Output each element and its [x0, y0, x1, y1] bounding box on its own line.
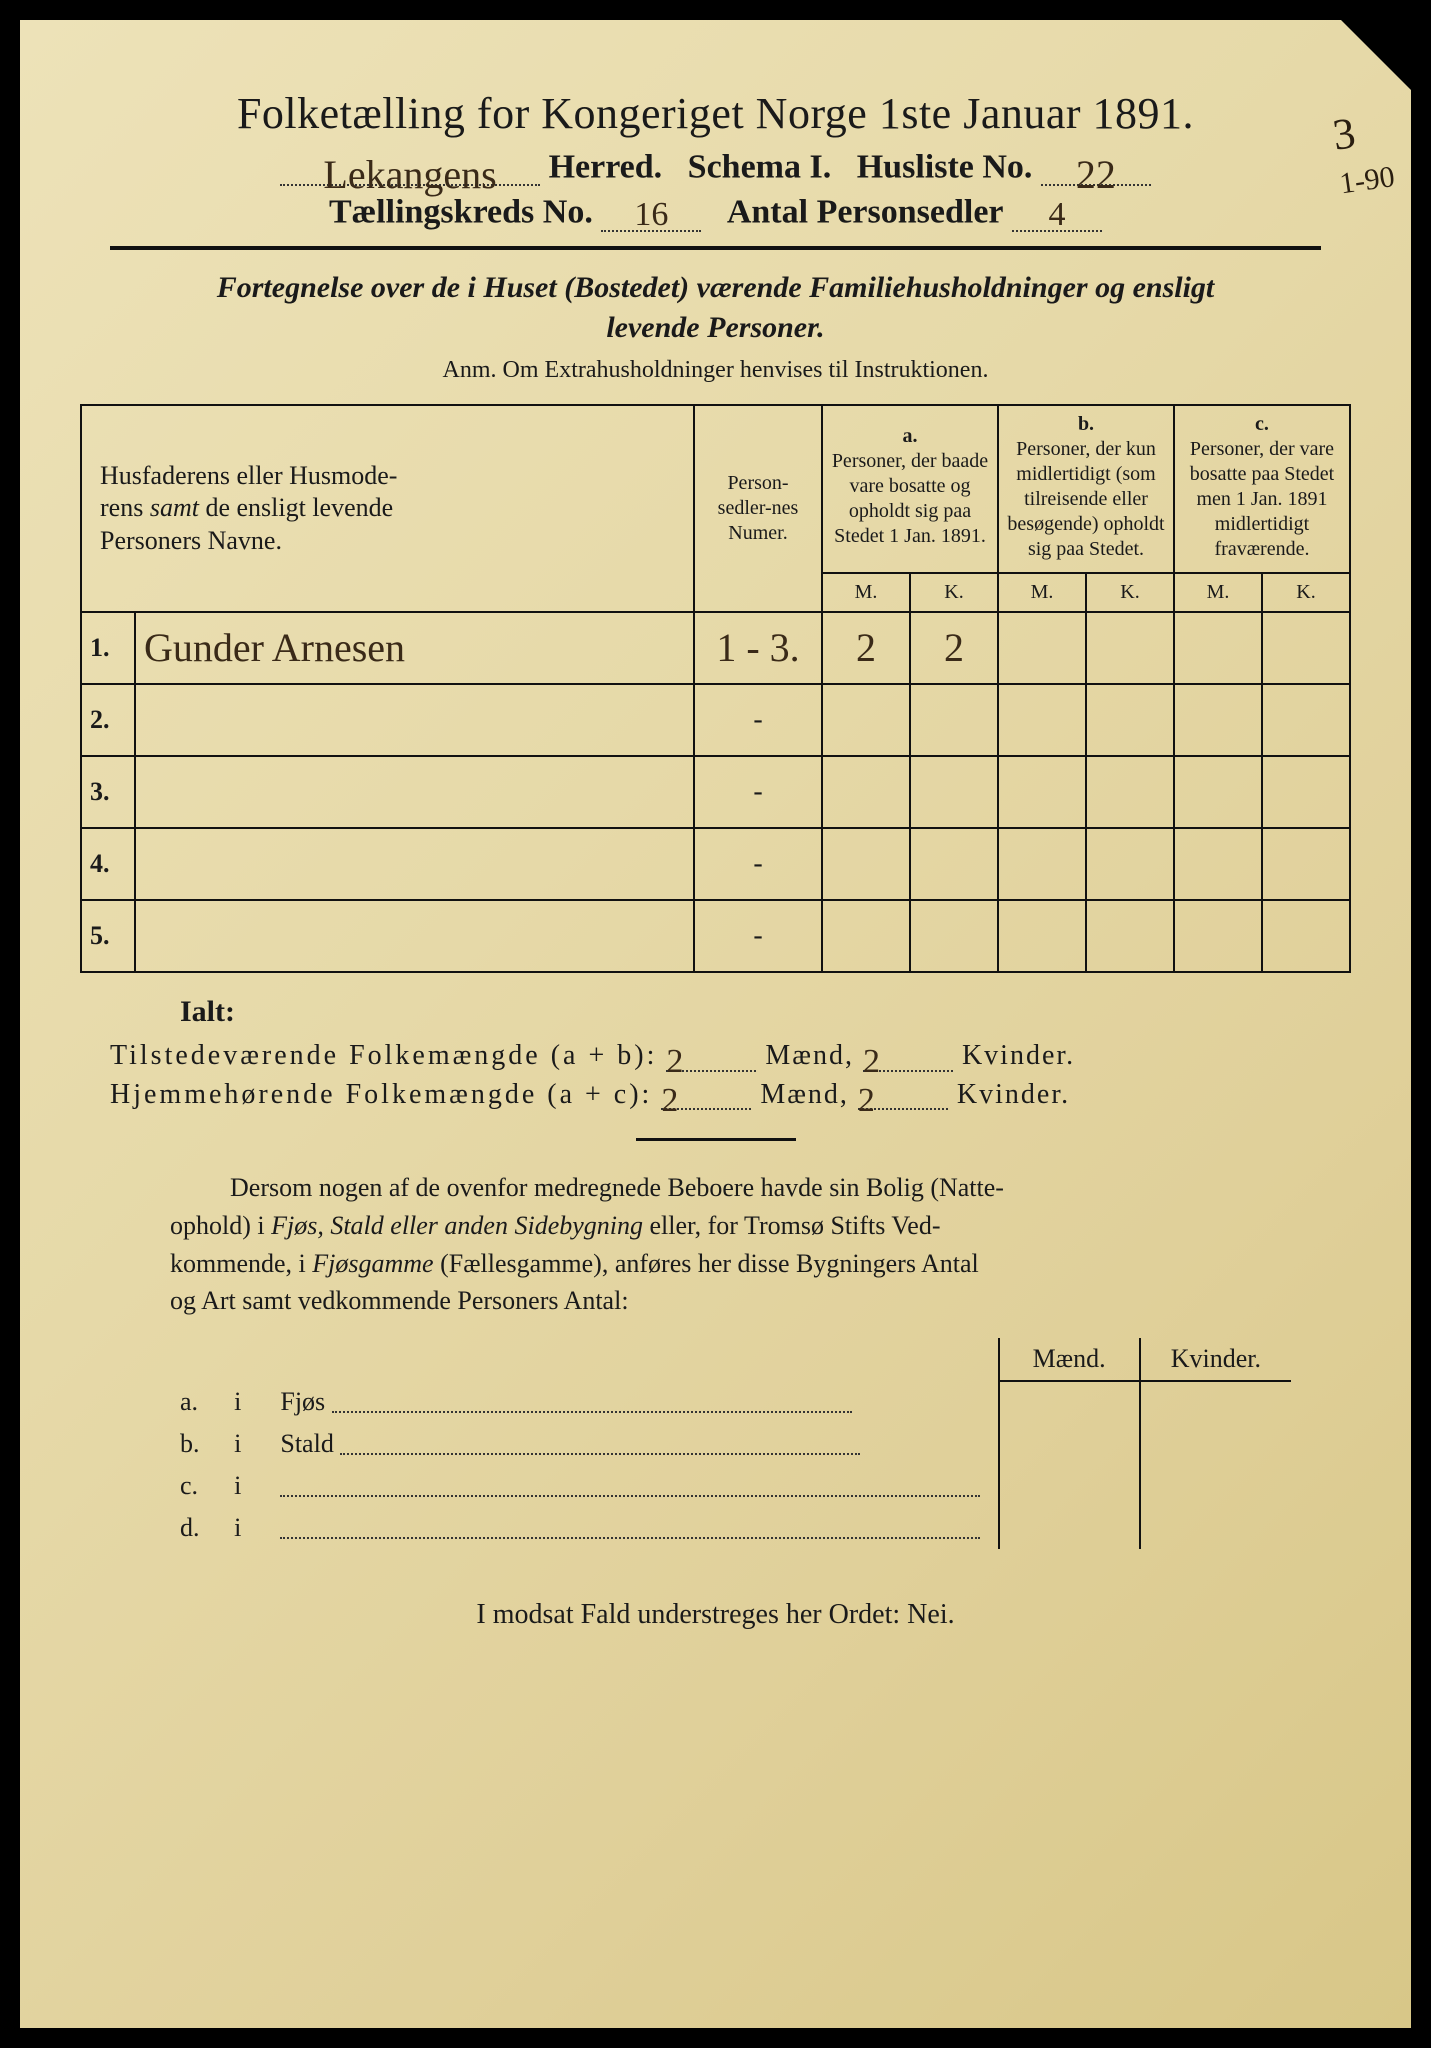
bld-i: i [224, 1423, 270, 1465]
bld-letter: d. [170, 1507, 224, 1549]
col-a-m: M. [822, 573, 910, 612]
col-b-label: b. [1007, 412, 1165, 437]
bld-letter: b. [170, 1423, 224, 1465]
bld-label: Stald [280, 1429, 333, 1458]
col-numer-header: Person-sedler-nes Numer. [694, 405, 822, 612]
totals-2-m: 2 [661, 1082, 680, 1119]
bld-i: i [224, 1381, 270, 1423]
bld-row: b. i Stald [170, 1423, 1291, 1465]
row-num: 1. [81, 612, 135, 684]
totals-line-1: Tilstedeværende Folkemængde (a + b): 2 M… [110, 1039, 1321, 1072]
bld-i: i [224, 1507, 270, 1549]
buildings-table: Mænd. Kvinder. a. i Fjøs b. i Stald c. i… [170, 1338, 1291, 1549]
header-line-1: Lekangens Herred. Schema I. Husliste No.… [80, 147, 1351, 186]
final-line: I modsat Fald understreges her Ordet: Ne… [80, 1599, 1351, 1631]
margin-annotation: 3 1-90 [1330, 107, 1397, 202]
bld-row: c. i [170, 1465, 1291, 1507]
col-a-label: a. [831, 424, 989, 449]
col-a-k: K. [910, 573, 998, 612]
ialt-label: Ialt: [180, 995, 1351, 1029]
row-numer: - [694, 756, 822, 828]
kvinder-label: Kvinder. [962, 1040, 1075, 1071]
maend-label-2: Mænd, [760, 1078, 849, 1109]
totals-1-label: Tilstedeværende Folkemængde (a + b): [110, 1040, 657, 1071]
bld-label: Fjøs [280, 1387, 325, 1416]
row-name [135, 684, 694, 756]
col-b-k: K. [1086, 573, 1174, 612]
col-name-header: Husfaderens eller Husmode-rens samt de e… [81, 405, 694, 612]
page-fold-corner [1341, 20, 1411, 90]
col-a: a. Personer, der baade vare bosatte og o… [822, 405, 998, 568]
table-row: 1. Gunder Arnesen 1 - 3. 2 2 [81, 612, 1350, 684]
totals-2-label: Hjemmehørende Folkemængde (a + c): [110, 1078, 652, 1109]
row-name [135, 900, 694, 972]
subtitle-line1: Fortegnelse over de i Huset (Bostedet) v… [217, 271, 1215, 304]
row-num: 5. [81, 900, 135, 972]
bld-kvinder-header: Kvinder. [1140, 1338, 1291, 1381]
totals-line-2: Hjemmehørende Folkemængde (a + c): 2 Mæn… [110, 1078, 1321, 1111]
totals-1-m: 2 [666, 1043, 685, 1080]
col-c-m: M. [1174, 573, 1262, 612]
row-b-m [998, 612, 1086, 684]
row-numer: - [694, 828, 822, 900]
form-title: Folketælling for Kongeriget Norge 1ste J… [80, 88, 1351, 139]
taellingskreds-label: Tællingskreds No. [329, 194, 593, 231]
husliste-no: 22 [1076, 152, 1116, 197]
antal-label: Antal Personsedler [727, 194, 1004, 231]
maend-label: Mænd, [765, 1040, 854, 1071]
col-c: c. Personer, der vare bosatte paa Stedet… [1174, 405, 1350, 568]
antal-value: 4 [1049, 196, 1066, 233]
row-num: 4. [81, 828, 135, 900]
margin-note-bottom: 1-90 [1338, 160, 1397, 200]
row-numer: 1 - 3. [694, 612, 822, 684]
short-divider [636, 1138, 796, 1141]
row-name: Gunder Arnesen [135, 612, 694, 684]
subtitle: Fortegnelse over de i Huset (Bostedet) v… [140, 268, 1291, 349]
bld-letter: a. [170, 1381, 224, 1423]
row-c-m [1174, 612, 1262, 684]
kvinder-label-2: Kvinder. [957, 1078, 1070, 1109]
table-row: 3. - [81, 756, 1350, 828]
header-line-2: Tællingskreds No. 16 Antal Personsedler … [80, 192, 1351, 231]
taellingskreds-no: 16 [634, 196, 668, 233]
table-row: 5. - [81, 900, 1350, 972]
bld-row: a. i Fjøs [170, 1381, 1291, 1423]
col-b-m: M. [998, 573, 1086, 612]
row-name [135, 756, 694, 828]
table-row: 2. - [81, 684, 1350, 756]
col-c-header: Personer, der vare bosatte paa Stedet me… [1183, 437, 1341, 562]
bld-row: d. i [170, 1507, 1291, 1549]
row-numer: - [694, 900, 822, 972]
col-a-header: Personer, der baade vare bosatte og opho… [831, 449, 989, 549]
row-numer: - [694, 684, 822, 756]
bld-i: i [224, 1465, 270, 1507]
row-a-m: 2 [822, 612, 910, 684]
bld-maend-header: Mænd. [999, 1338, 1140, 1381]
row-c-k [1262, 612, 1350, 684]
totals-1-k: 2 [863, 1043, 882, 1080]
row-num: 3. [81, 756, 135, 828]
husliste-label: Husliste No. [857, 148, 1033, 185]
subtitle-line2: levende Personer. [606, 311, 824, 344]
totals-2-k: 2 [858, 1082, 877, 1119]
col-c-label: c. [1183, 412, 1341, 437]
divider-top [110, 246, 1321, 250]
col-c-k: K. [1262, 573, 1350, 612]
herred-name: Lekangens [323, 152, 496, 197]
bld-letter: c. [170, 1465, 224, 1507]
col-b-header: Personer, der kun midlertidigt (som tilr… [1007, 437, 1165, 562]
row-a-k: 2 [910, 612, 998, 684]
buildings-paragraph: Dersom nogen af de ovenfor medregnede Be… [170, 1169, 1301, 1320]
census-table: Husfaderens eller Husmode-rens samt de e… [80, 404, 1351, 973]
row-b-k [1086, 612, 1174, 684]
schema-label: Schema I. [688, 148, 832, 185]
row-num: 2. [81, 684, 135, 756]
herred-label: Herred. [549, 148, 663, 185]
anm-note: Anm. Om Extrahusholdninger henvises til … [80, 357, 1351, 384]
row-name [135, 828, 694, 900]
census-form-page: 3 1-90 Folketælling for Kongeriget Norge… [20, 20, 1411, 2028]
table-row: 4. - [81, 828, 1350, 900]
col-b: b. Personer, der kun midlertidigt (som t… [998, 405, 1174, 568]
